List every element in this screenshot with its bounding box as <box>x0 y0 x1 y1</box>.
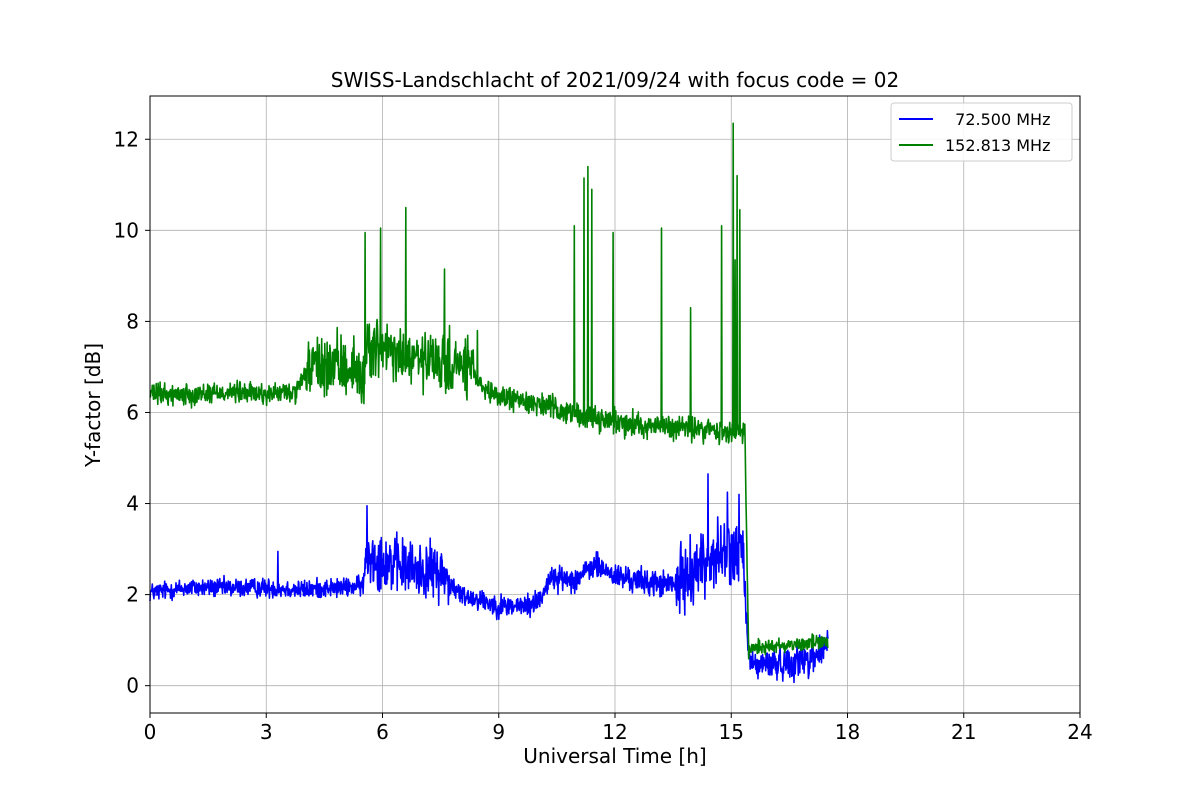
x-tick-label: 9 <box>492 720 505 744</box>
x-tick-label: 18 <box>835 720 860 744</box>
x-tick-label: 24 <box>1067 720 1092 744</box>
y-tick-label: 4 <box>126 492 139 516</box>
y-tick-label: 0 <box>126 674 139 698</box>
chart-title: SWISS-Landschlacht of 2021/09/24 with fo… <box>331 68 899 92</box>
y-tick-label: 10 <box>114 218 139 242</box>
legend-label-72-500: 72.500 MHz <box>945 110 1050 129</box>
x-tick-label: 12 <box>602 720 627 744</box>
legend: 72.500 MHz 152.813 MHz <box>890 102 1073 162</box>
x-tick-label: 6 <box>376 720 389 744</box>
y-tick-label: 6 <box>126 400 139 424</box>
x-tick-label: 0 <box>144 720 157 744</box>
series-line-152-813- <box>149 122 829 660</box>
legend-box <box>890 102 1073 162</box>
x-tick-label: 3 <box>260 720 273 744</box>
x-axis-label: Universal Time [h] <box>523 744 706 768</box>
y-axis-label: Y-factor [dB] <box>81 343 105 468</box>
legend-label-152-813: 152.813 MHz <box>945 136 1050 155</box>
x-tick-label: 15 <box>719 720 744 744</box>
plot-series <box>149 122 829 684</box>
y-tick-label: 2 <box>126 583 139 607</box>
series-line-72-500- <box>149 473 829 684</box>
y-tick-label: 12 <box>114 127 139 151</box>
y-tick-label: 8 <box>126 309 139 333</box>
x-tick-label: 21 <box>951 720 976 744</box>
